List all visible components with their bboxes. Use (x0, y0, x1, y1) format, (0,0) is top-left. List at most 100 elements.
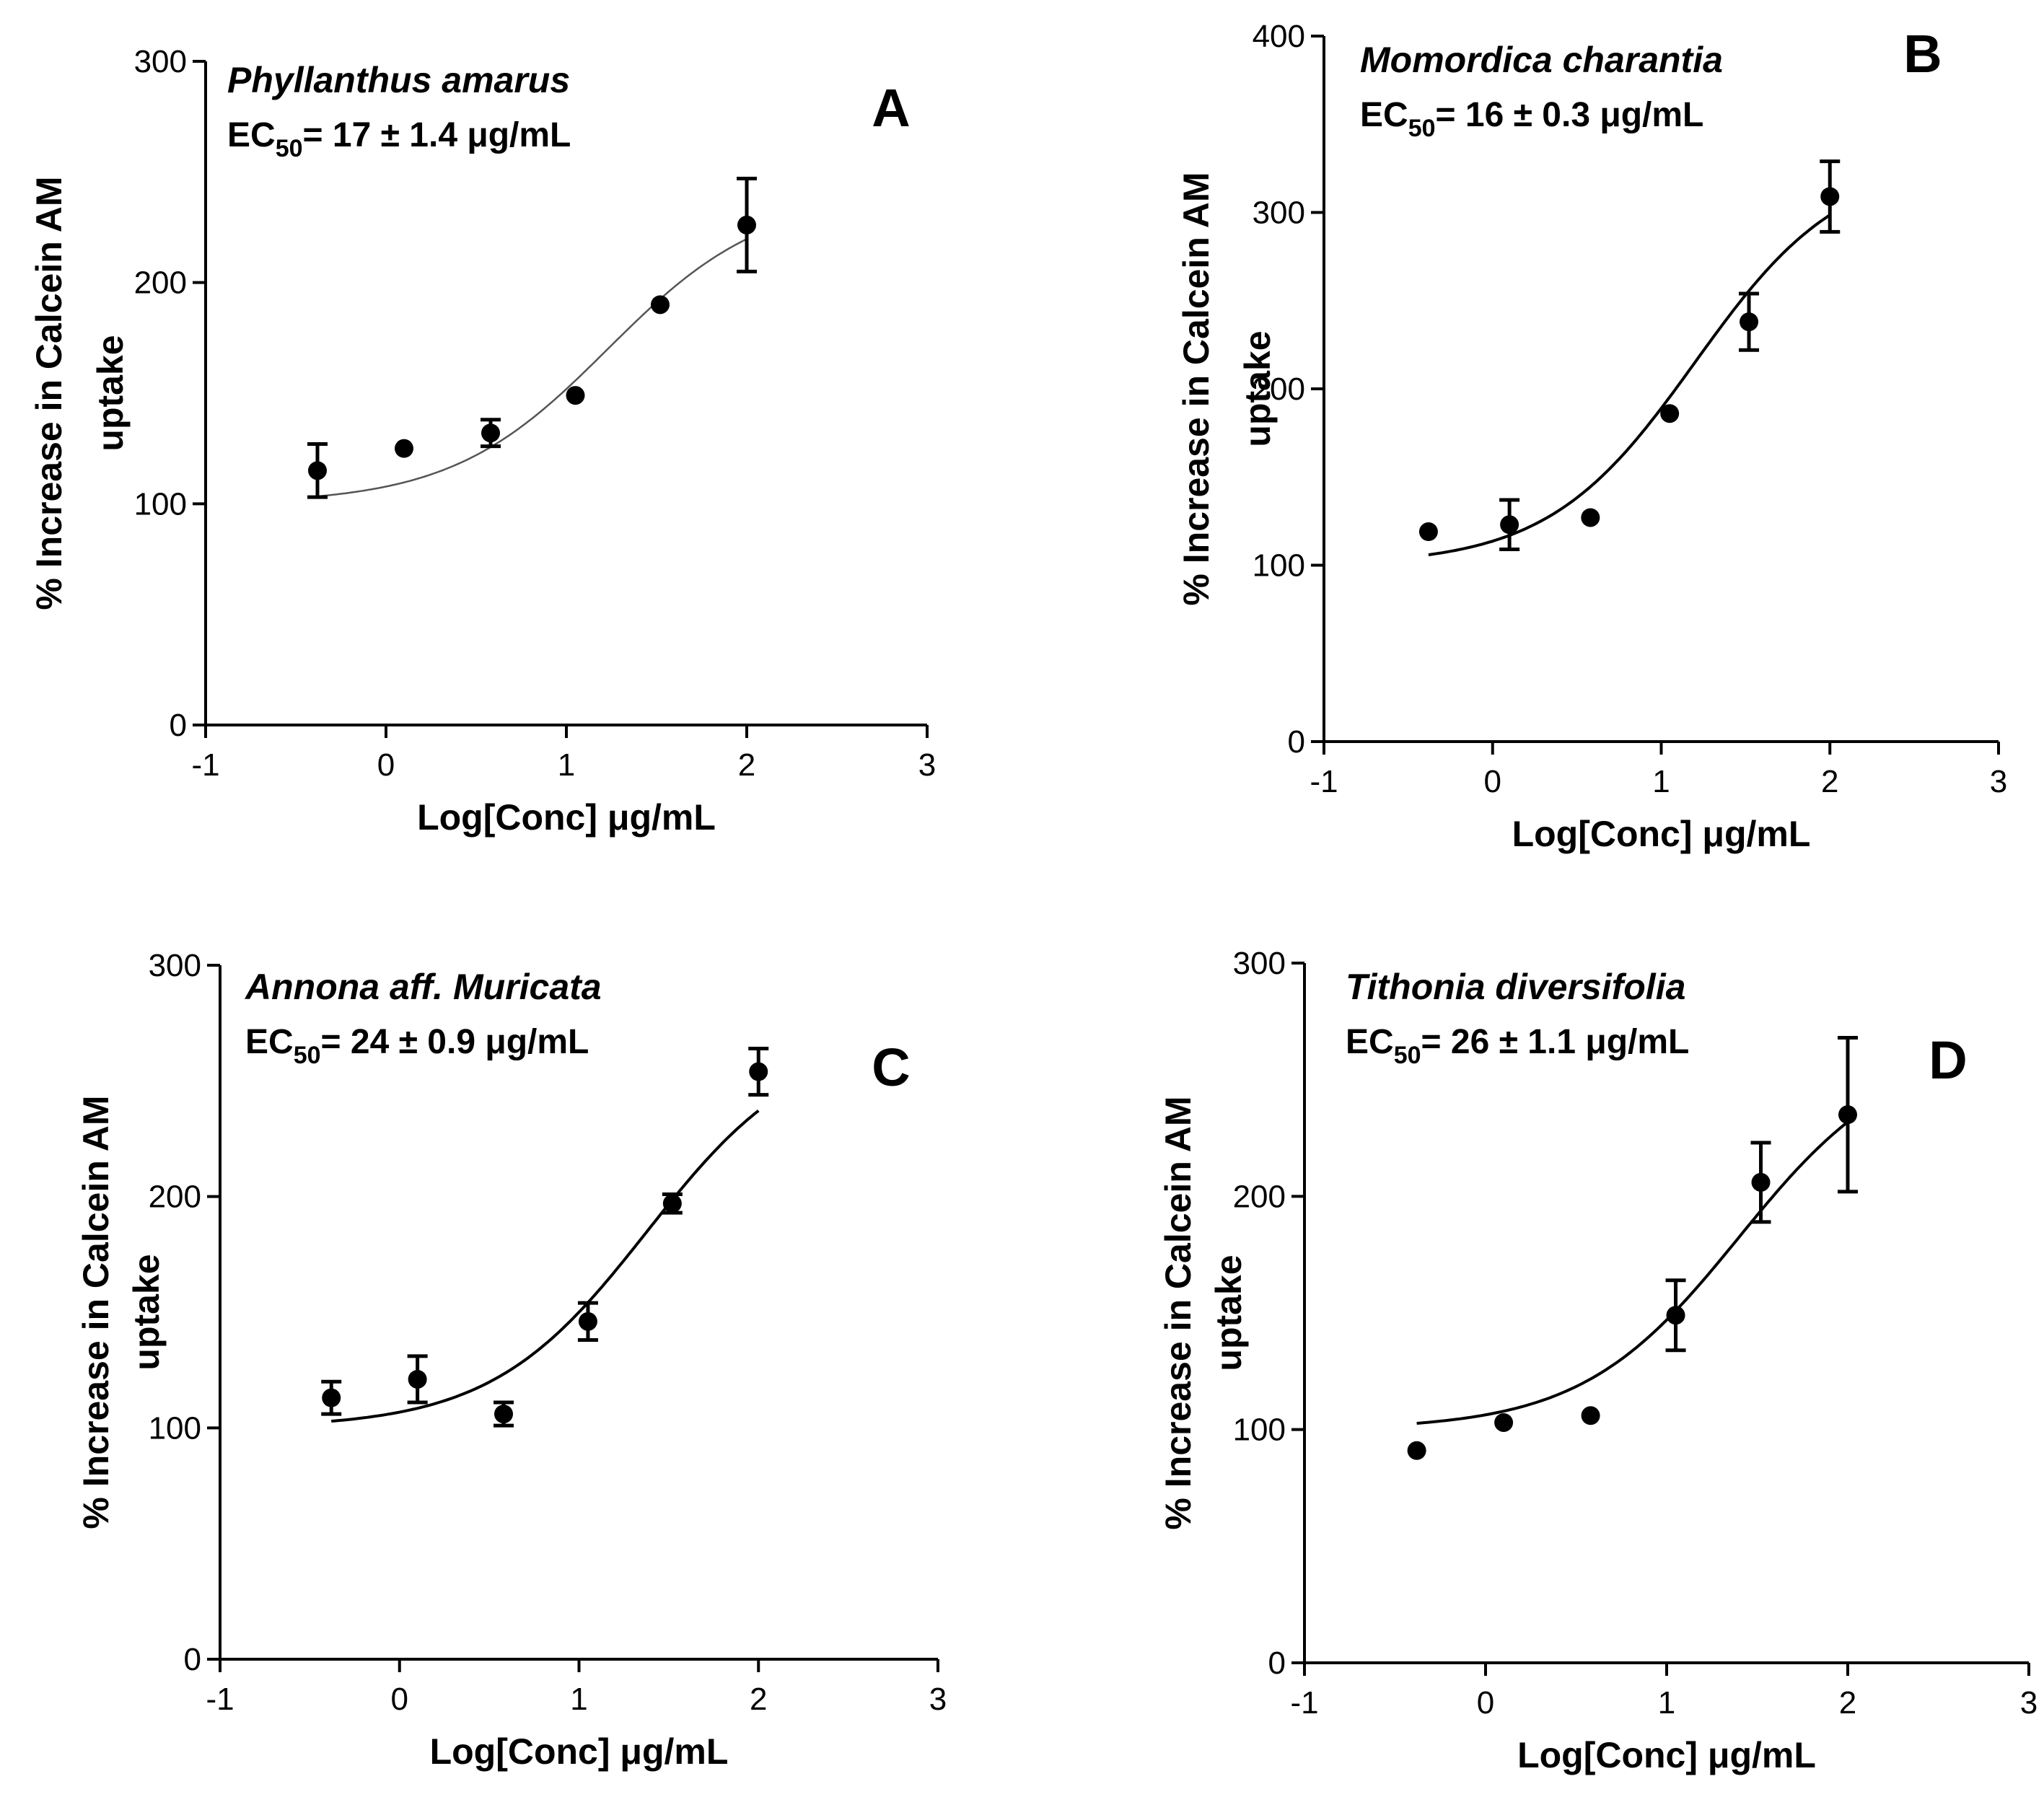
panel-c-data-point (408, 1369, 427, 1389)
panel-b-x-axis-label: Log[Conc] μg/mL (1512, 814, 1811, 854)
panel-c-fit-curve (331, 1110, 760, 1423)
panel-d-x-tick-label: 2 (1839, 1685, 1856, 1721)
panel-b-data-point (1820, 187, 1840, 206)
panel-b-y-axis-label: % Increase in Calcein AM (1176, 172, 1216, 605)
panel-d-species-title: Tithonia diversifolia (1346, 967, 1685, 1007)
panel-d-ec50-value: = 26 ± 1.1 μg/mL (1421, 1023, 1690, 1061)
panel-c-data-point (749, 1062, 768, 1081)
panel-b-letter: B (1903, 24, 1942, 84)
panel-a-ec50-subscript: 50 (276, 135, 303, 162)
panel-c-species-title: Annona aff. Muricata (244, 967, 602, 1007)
panel-b-y-axis-label-2: uptake (1237, 330, 1278, 447)
panel-a-data-point (737, 215, 756, 234)
panel-c-x-tick-label: 1 (570, 1682, 587, 1717)
panel-d-y-tick-label: 0 (1268, 1646, 1286, 1681)
panel-b-ec50-label: EC50= 16 ± 0.3 μg/mL (1360, 96, 1703, 142)
panel-d-data-point (1666, 1306, 1685, 1325)
panel-c-x-tick-label: 3 (929, 1682, 947, 1717)
panel-b-data-point (1500, 515, 1519, 535)
panel-a-data-point (566, 386, 585, 405)
panel-c-x-tick-label: 0 (391, 1682, 408, 1717)
panel-c-y-tick-label: 0 (184, 1642, 201, 1677)
panel-c-x-axis-label: Log[Conc] μg/mL (430, 1731, 729, 1772)
panel-c-ec50-label: EC50= 24 ± 0.9 μg/mL (245, 1023, 589, 1069)
panel-a-species-title: Phyllanthus amarus (227, 60, 570, 100)
panel-d-y-axis-label: % Increase in Calcein AM (1158, 1096, 1198, 1529)
panel-b-x-tick-label: 1 (1652, 764, 1670, 799)
panel-a-letter: A (872, 78, 910, 138)
panel-d-data-point (1407, 1441, 1426, 1460)
panel-b-x-tick-label: 3 (1990, 764, 2007, 799)
panel-a-y-axis-label: % Increase in Calcein AM (29, 176, 69, 610)
panel-c-data-point (322, 1388, 341, 1407)
panel-d-y-tick-label: 300 (1233, 946, 1286, 981)
panel-c-x-tick-label: -1 (206, 1682, 234, 1717)
panel-a-y-tick-label: 300 (134, 44, 187, 79)
panel-c-y-tick-label: 100 (149, 1410, 201, 1446)
panel-d-y-tick-label: 200 (1233, 1179, 1286, 1214)
panel-d-letter: D (1929, 1030, 1967, 1090)
panel-c-ec50-prefix: EC (245, 1023, 294, 1061)
panel-b-x-tick-label: -1 (1310, 764, 1338, 799)
panel-d-x-tick-label: 0 (1477, 1685, 1494, 1721)
panel-d-data-point (1838, 1105, 1857, 1125)
panel-a-x-tick-label: 3 (918, 747, 936, 783)
panel-a-data-point (308, 461, 327, 480)
panel-d-x-axis-label: Log[Conc] μg/mL (1517, 1735, 1816, 1775)
panel-c-y-axis-label-2: uptake (126, 1254, 167, 1370)
panel-b-data-point (1660, 404, 1680, 423)
panel-d-fit-curve (1416, 1120, 1849, 1425)
panel-b-data-point (1581, 508, 1600, 527)
panel-c-y-tick-label: 200 (149, 1179, 201, 1215)
panel-a-data-point (651, 295, 670, 315)
panel-d-x-tick-label: 1 (1658, 1685, 1675, 1721)
panel-b-data-point (1740, 312, 1759, 332)
panel-d-ec50-prefix: EC (1346, 1023, 1394, 1061)
panel-c-data-point (578, 1311, 597, 1331)
panel-d-data-point (1581, 1406, 1600, 1425)
panel-a-data-point (395, 439, 413, 458)
panel-c-y-tick-label: 300 (149, 948, 201, 983)
panel-a-y-tick-label: 100 (134, 486, 187, 522)
panel-b-y-tick-label: 100 (1253, 548, 1305, 584)
panel-b-ec50-value: = 16 ± 0.3 μg/mL (1436, 96, 1704, 134)
panel-a-y-axis-label-2: uptake (90, 335, 131, 451)
panel-d-y-axis-label-2: uptake (1209, 1255, 1249, 1371)
panel-a-data-point (481, 423, 500, 443)
panel-d-x-tick-label: 3 (2020, 1685, 2038, 1721)
panel-c-y-axis-label: % Increase in Calcein AM (76, 1095, 116, 1529)
panel-c-letter: C (872, 1037, 910, 1097)
panel-a-x-tick-label: 2 (738, 747, 755, 783)
panel-b-species-title: Momordica charantia (1360, 40, 1723, 80)
panel-b-data-point (1418, 522, 1438, 542)
panel-d-data-point (1494, 1412, 1514, 1432)
panel-d-ec50-label: EC50= 26 ± 1.1 μg/mL (1346, 1023, 1689, 1069)
panel-b-x-tick-label: 0 (1484, 764, 1501, 799)
panel-a-ec50-value: = 17 ± 1.4 μg/mL (303, 116, 571, 154)
panel-d-ec50-subscript: 50 (1394, 1042, 1421, 1069)
panel-b-y-tick-label: 400 (1253, 19, 1305, 54)
panel-c-x-tick-label: 2 (750, 1682, 767, 1717)
panel-b-x-tick-label: 2 (1821, 764, 1838, 799)
panel-c-data-point (494, 1405, 514, 1424)
panel-a-fit-curve (317, 238, 747, 498)
panel-b-y-tick-label: 0 (1288, 724, 1305, 760)
panel-b-ec50-subscript: 50 (1408, 115, 1436, 142)
panel-a-ec50-prefix: EC (227, 116, 276, 154)
panel-a-x-tick-label: 0 (377, 747, 395, 783)
panel-a-ec50-label: EC50= 17 ± 1.4 μg/mL (227, 116, 571, 162)
panel-a-x-axis-label: Log[Conc] μg/mL (417, 797, 716, 838)
panel-d-y-tick-label: 100 (1233, 1412, 1286, 1448)
panel-b-y-tick-label: 300 (1253, 195, 1305, 231)
panel-c-ec50-value: = 24 ± 0.9 μg/mL (321, 1023, 589, 1061)
panel-a-y-tick-label: 200 (134, 265, 187, 301)
panel-c-data-point (662, 1194, 682, 1213)
panel-d-x-tick-label: -1 (1290, 1685, 1318, 1721)
panel-b-fit-curve (1428, 214, 1831, 557)
panel-a-x-tick-label: 1 (558, 747, 575, 783)
